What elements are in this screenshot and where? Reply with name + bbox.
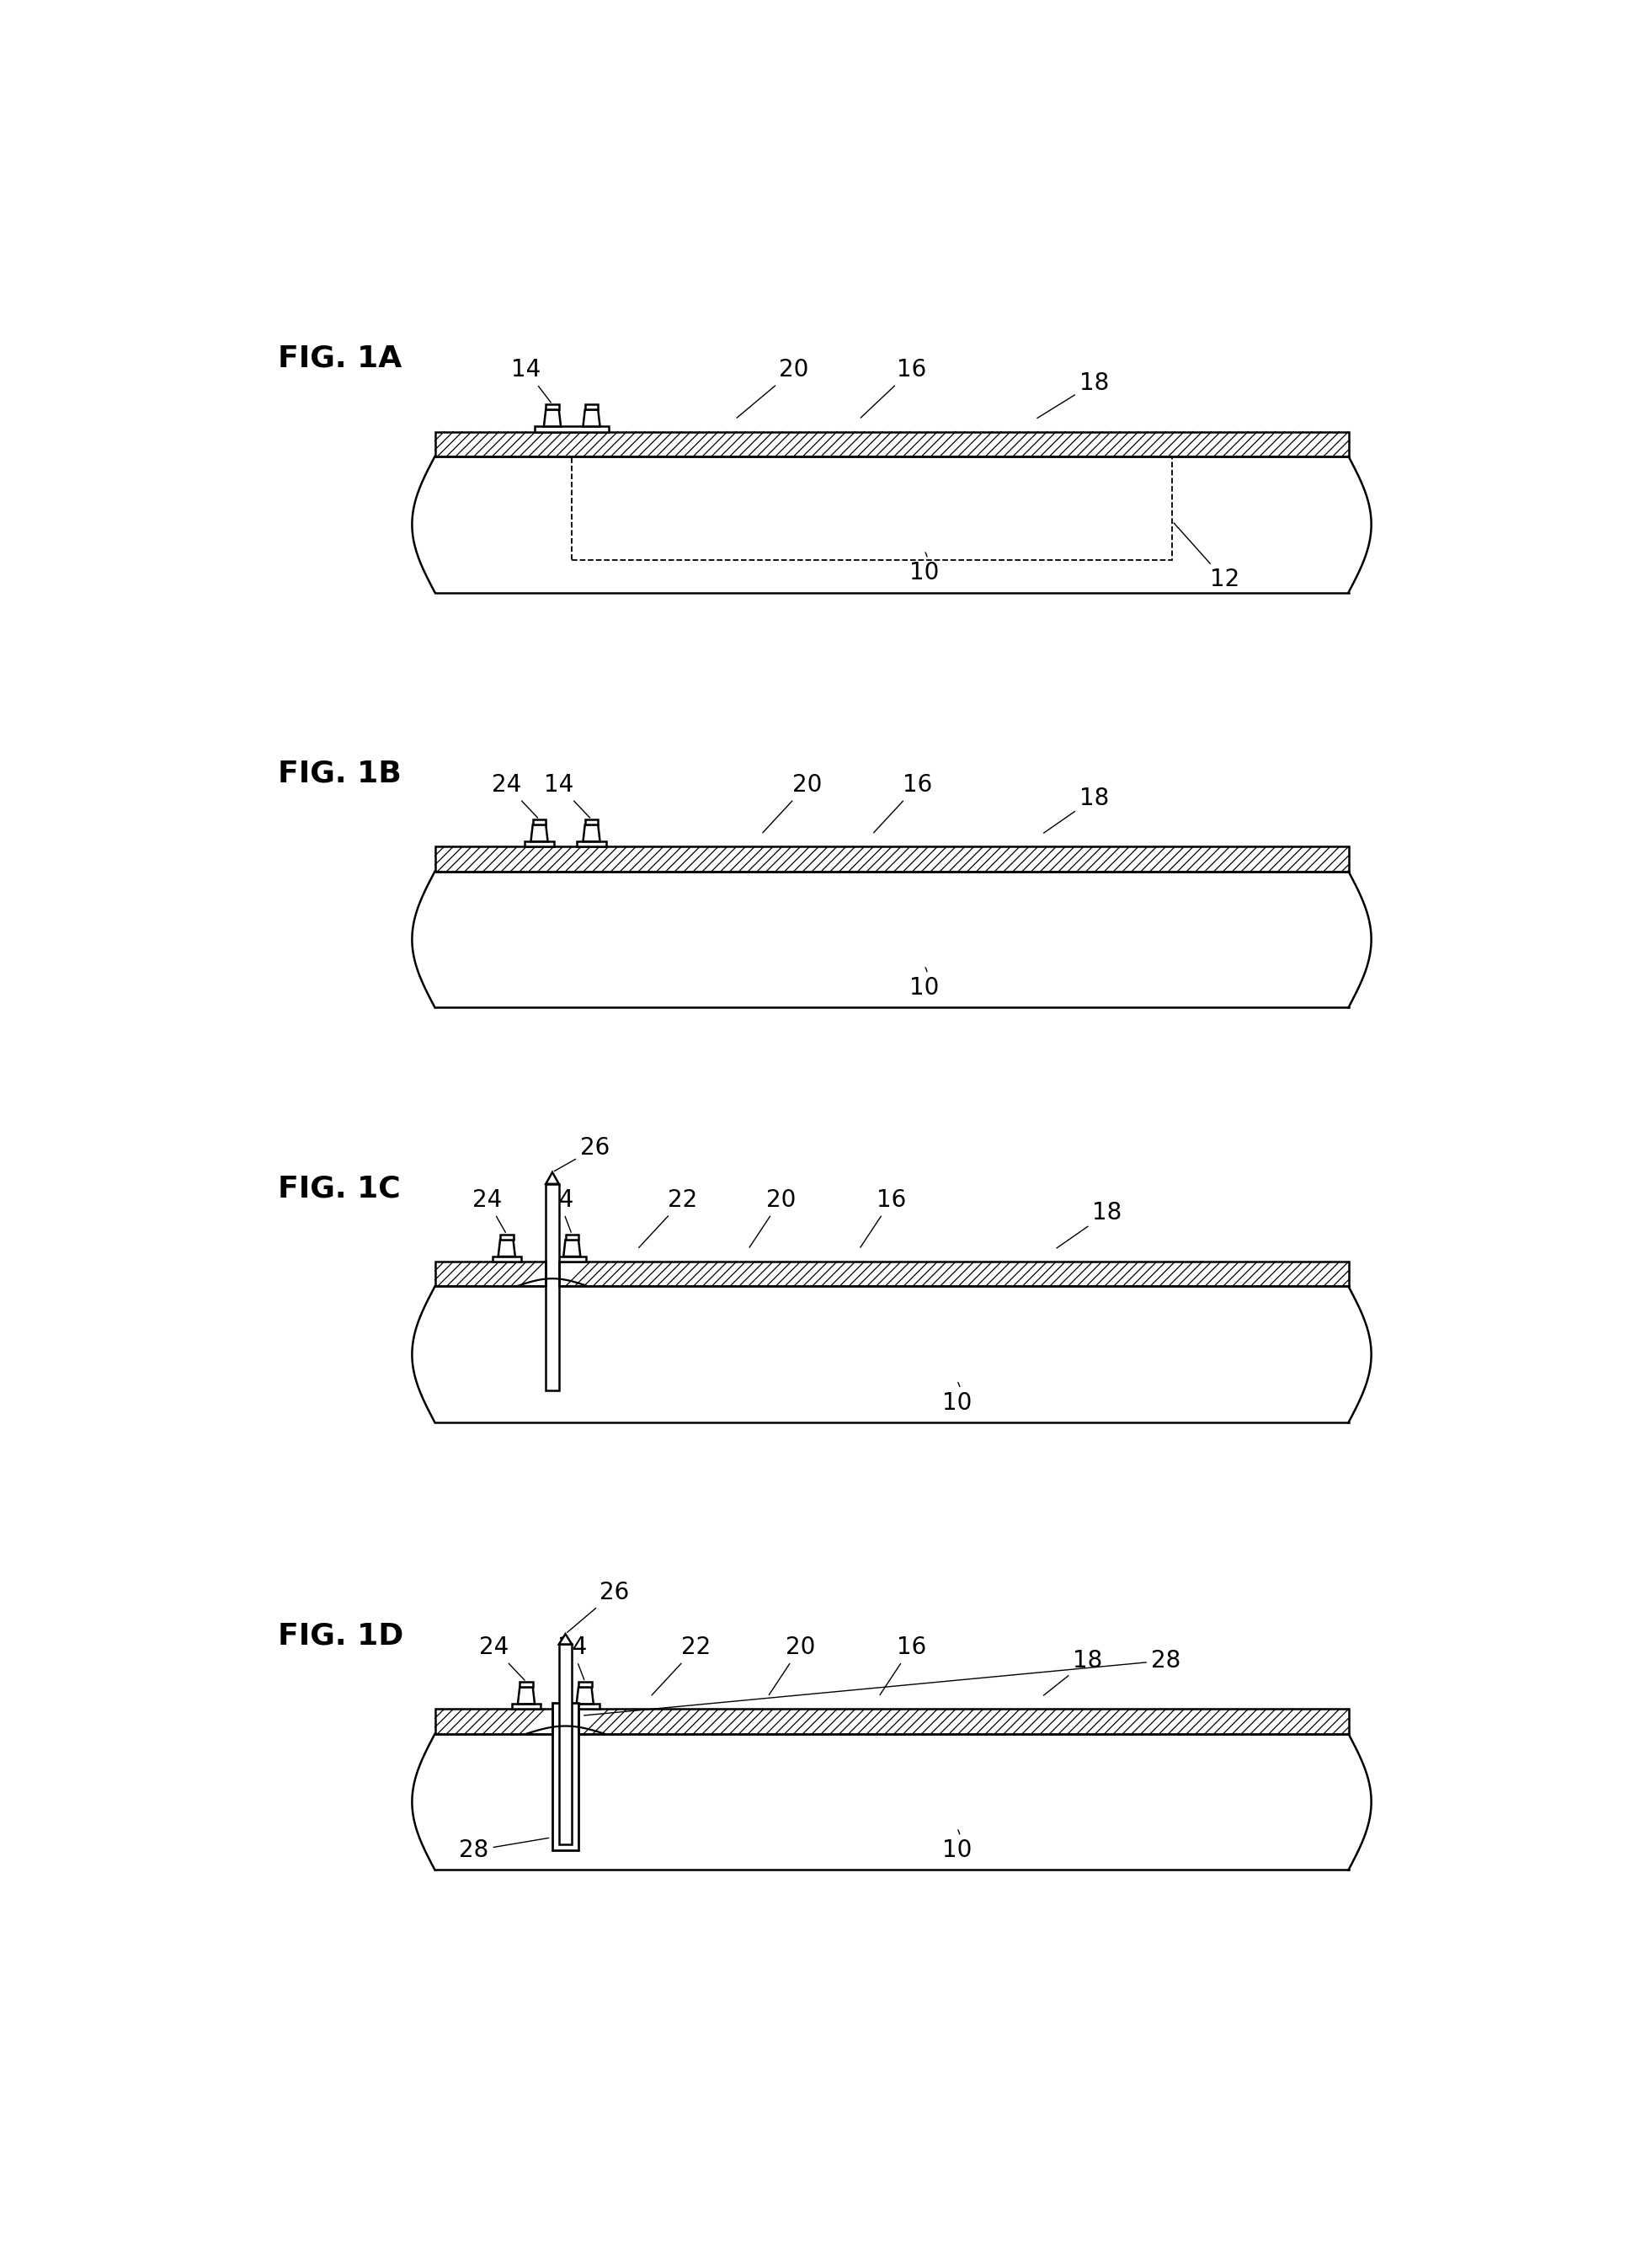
- Polygon shape: [577, 1687, 593, 1703]
- Text: 10: 10: [909, 551, 940, 585]
- Bar: [525, 843, 553, 847]
- Text: 20: 20: [750, 1188, 796, 1248]
- Bar: [572, 457, 1173, 560]
- Text: 10: 10: [909, 968, 940, 999]
- Text: 20: 20: [763, 773, 821, 834]
- Polygon shape: [530, 825, 548, 843]
- Text: 14: 14: [544, 1188, 573, 1233]
- Polygon shape: [411, 872, 1371, 1008]
- Text: 22: 22: [653, 1636, 710, 1694]
- Bar: [535, 426, 610, 433]
- Text: FIG. 1D: FIG. 1D: [278, 1622, 405, 1649]
- Bar: [585, 403, 598, 410]
- Text: 18: 18: [1037, 372, 1108, 419]
- Polygon shape: [499, 1239, 515, 1257]
- Bar: [434, 433, 1348, 457]
- Text: 18: 18: [1057, 1201, 1122, 1248]
- Text: 20: 20: [737, 359, 809, 417]
- Text: 10: 10: [942, 1831, 971, 1862]
- Text: 18: 18: [1044, 1649, 1102, 1696]
- Polygon shape: [517, 1687, 535, 1703]
- Bar: [434, 1262, 1348, 1286]
- Text: 16: 16: [861, 359, 927, 417]
- Text: 28: 28: [459, 1838, 548, 1862]
- Text: 24: 24: [492, 773, 537, 818]
- Bar: [577, 843, 606, 847]
- Bar: [434, 847, 1348, 872]
- Text: 16: 16: [861, 1188, 907, 1248]
- Text: 12: 12: [1175, 522, 1239, 592]
- Bar: [512, 1703, 540, 1710]
- Polygon shape: [411, 457, 1371, 592]
- Text: 14: 14: [544, 773, 590, 818]
- Polygon shape: [411, 1735, 1371, 1869]
- Bar: [434, 1710, 1348, 1735]
- Text: 26: 26: [555, 1136, 610, 1172]
- Bar: [434, 433, 1348, 457]
- Text: 14: 14: [512, 359, 550, 403]
- Bar: [585, 820, 598, 825]
- Text: 24: 24: [479, 1636, 525, 1681]
- Bar: [545, 403, 558, 410]
- Text: FIG. 1A: FIG. 1A: [278, 345, 403, 372]
- Text: 26: 26: [567, 1580, 629, 1631]
- Polygon shape: [544, 410, 560, 426]
- Text: FIG. 1C: FIG. 1C: [278, 1174, 401, 1203]
- Text: FIG. 1B: FIG. 1B: [278, 760, 401, 789]
- Text: 16: 16: [881, 1636, 927, 1694]
- Text: 16: 16: [874, 773, 933, 834]
- Bar: [558, 1257, 586, 1262]
- Text: 22: 22: [639, 1188, 697, 1248]
- Bar: [492, 1257, 520, 1262]
- Bar: [501, 1235, 514, 1239]
- Bar: [552, 1703, 578, 1851]
- Polygon shape: [563, 1239, 580, 1257]
- Bar: [545, 1183, 558, 1389]
- Bar: [558, 1645, 572, 1844]
- Text: 28: 28: [585, 1649, 1181, 1714]
- Polygon shape: [558, 1634, 572, 1645]
- Bar: [570, 1703, 600, 1710]
- Text: 10: 10: [942, 1383, 971, 1414]
- Text: 18: 18: [1044, 787, 1108, 834]
- Text: 14: 14: [557, 1636, 586, 1681]
- Bar: [434, 1262, 1348, 1286]
- Polygon shape: [411, 1286, 1371, 1423]
- Bar: [565, 1235, 578, 1239]
- Bar: [520, 1683, 534, 1687]
- Bar: [434, 847, 1348, 872]
- Polygon shape: [583, 410, 600, 426]
- Bar: [534, 820, 545, 825]
- Bar: [578, 1683, 591, 1687]
- Bar: [434, 1710, 1348, 1735]
- Text: 20: 20: [768, 1636, 814, 1694]
- Polygon shape: [545, 1172, 558, 1183]
- Polygon shape: [583, 825, 600, 843]
- Text: 24: 24: [472, 1188, 506, 1233]
